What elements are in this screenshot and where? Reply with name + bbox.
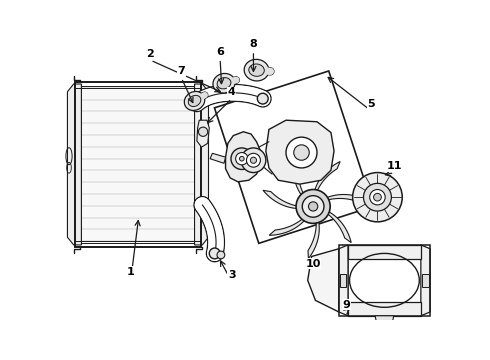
Text: 9: 9	[343, 300, 350, 310]
Circle shape	[246, 153, 260, 167]
Polygon shape	[225, 132, 261, 182]
Bar	[340, 274, 346, 287]
Text: 8: 8	[249, 39, 257, 49]
Polygon shape	[348, 302, 421, 316]
Circle shape	[198, 127, 208, 136]
Circle shape	[209, 248, 220, 259]
Text: 11: 11	[387, 161, 402, 171]
Ellipse shape	[217, 78, 231, 89]
Polygon shape	[315, 162, 340, 192]
Polygon shape	[308, 221, 319, 258]
Circle shape	[353, 172, 402, 222]
Bar	[75, 82, 201, 247]
Circle shape	[257, 93, 268, 104]
Circle shape	[369, 189, 385, 205]
Circle shape	[294, 145, 309, 160]
Polygon shape	[348, 245, 421, 259]
Polygon shape	[68, 84, 81, 245]
Circle shape	[236, 153, 248, 165]
Bar	[422, 274, 429, 287]
Circle shape	[296, 189, 330, 223]
Text: 1: 1	[127, 266, 135, 276]
Circle shape	[217, 251, 225, 259]
Polygon shape	[326, 194, 366, 202]
Circle shape	[250, 157, 257, 163]
Ellipse shape	[188, 95, 201, 107]
Polygon shape	[210, 153, 225, 163]
Circle shape	[240, 156, 244, 161]
Text: 7: 7	[177, 66, 185, 76]
Bar	[81, 86, 195, 243]
Polygon shape	[215, 71, 373, 243]
Polygon shape	[375, 316, 394, 324]
Text: 2: 2	[147, 49, 154, 59]
Text: 3: 3	[228, 270, 236, 280]
Ellipse shape	[249, 64, 264, 76]
Circle shape	[231, 148, 253, 170]
Ellipse shape	[213, 73, 235, 93]
Circle shape	[302, 195, 324, 217]
Circle shape	[286, 137, 317, 168]
Polygon shape	[308, 249, 348, 312]
Text: 6: 6	[216, 47, 224, 57]
Ellipse shape	[244, 59, 269, 81]
Polygon shape	[339, 245, 348, 316]
Circle shape	[241, 148, 266, 172]
Polygon shape	[266, 120, 334, 184]
Polygon shape	[327, 211, 351, 243]
Text: 4: 4	[228, 87, 236, 97]
Text: 10: 10	[305, 259, 321, 269]
Polygon shape	[263, 190, 298, 208]
Circle shape	[364, 183, 392, 211]
Polygon shape	[421, 245, 430, 316]
Polygon shape	[195, 84, 209, 245]
Text: 5: 5	[368, 99, 375, 109]
Polygon shape	[294, 157, 304, 196]
Circle shape	[373, 193, 381, 201]
Polygon shape	[197, 120, 209, 147]
Polygon shape	[269, 218, 305, 235]
Bar	[339, 245, 430, 316]
Circle shape	[309, 202, 318, 211]
Circle shape	[192, 98, 202, 109]
Ellipse shape	[184, 91, 205, 111]
